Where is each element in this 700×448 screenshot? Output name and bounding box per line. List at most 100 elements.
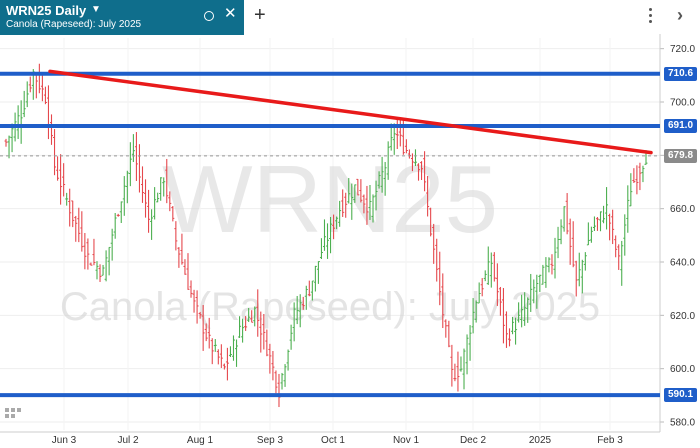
price-bar [532, 279, 536, 304]
kebab-menu-icon[interactable] [649, 8, 653, 24]
price-bar [468, 325, 472, 361]
price-bar [362, 194, 366, 214]
symbol-description: Canola (Rapeseed): July 2025 [6, 19, 142, 30]
chart-grid [0, 34, 664, 433]
price-bar [641, 165, 645, 183]
price-bar [326, 223, 330, 259]
price-bar [547, 257, 551, 273]
price-bar [426, 176, 430, 217]
price-bar [492, 252, 496, 282]
symbol-tab[interactable]: WRN25 Daily ▼ Canola (Rapeseed): July 20… [0, 0, 244, 35]
circle-icon[interactable] [204, 11, 214, 21]
price-badge: 710.6 [664, 66, 698, 81]
x-tick-label: Nov 1 [393, 435, 420, 446]
price-bar [156, 192, 160, 203]
price-bar [401, 117, 405, 155]
price-bar [28, 76, 32, 93]
level-lines [0, 69, 660, 398]
price-bar [104, 250, 108, 282]
price-bar [495, 263, 499, 306]
price-bar [159, 177, 163, 201]
price-bar [177, 247, 181, 268]
price-bar [498, 286, 502, 316]
price-bar [608, 213, 612, 241]
price-bar [134, 132, 138, 181]
chevron-right-icon[interactable]: › [677, 5, 683, 25]
price-bar [344, 192, 348, 218]
price-bar [162, 177, 166, 197]
price-bars [4, 63, 648, 408]
price-bar [614, 235, 618, 258]
symbol-name: WRN25 Daily [6, 3, 87, 18]
price-bar [501, 288, 505, 344]
x-tick-label: Jun 3 [52, 435, 77, 446]
price-bar [404, 139, 408, 154]
price-bar [286, 349, 290, 371]
price-bar [22, 90, 26, 118]
price-bar [228, 346, 232, 357]
price-bar [16, 105, 20, 139]
price-bar [213, 339, 217, 352]
price-bar [483, 270, 487, 282]
price-bar [183, 259, 187, 275]
x-tick-label: Aug 1 [187, 435, 214, 446]
price-bar [92, 238, 96, 266]
y-tick-label: 640.0 [670, 258, 695, 269]
price-bar [125, 170, 129, 204]
price-bar [617, 244, 621, 270]
price-bar [95, 261, 99, 280]
price-bar [210, 338, 214, 365]
price-bar [10, 123, 14, 153]
price-bar [520, 294, 524, 328]
price-bar [89, 262, 93, 266]
price-bar [465, 334, 469, 375]
price-bar [265, 329, 269, 357]
close-icon[interactable]: ✕ [224, 5, 237, 22]
x-tick-label: Jul 2 [117, 435, 139, 446]
price-bar [377, 171, 381, 189]
price-bar [216, 349, 220, 365]
price-bar [168, 191, 172, 212]
price-bar [605, 187, 609, 230]
price-bar [541, 264, 545, 285]
price-bar [380, 156, 384, 193]
price-bar [150, 209, 154, 240]
price-bar [201, 305, 205, 351]
price-bar [341, 189, 345, 217]
dropdown-caret-icon[interactable]: ▼ [91, 4, 101, 15]
price-bar [553, 237, 557, 279]
price-bar [241, 318, 245, 343]
price-bar [147, 189, 151, 233]
price-bar [577, 252, 581, 287]
price-bar [368, 184, 372, 220]
price-bar [46, 85, 50, 140]
price-bar [462, 348, 466, 390]
price-bar [635, 165, 639, 195]
price-bar [247, 307, 251, 322]
price-bar [122, 176, 126, 216]
price-bar [231, 335, 235, 361]
price-bar [538, 274, 542, 292]
price-bar [207, 317, 211, 349]
price-bar [629, 173, 633, 207]
y-tick-label: 720.0 [670, 44, 695, 55]
price-bar [83, 232, 87, 270]
price-bar [371, 194, 375, 223]
price-bar [204, 323, 208, 342]
price-bar [623, 214, 627, 256]
price-bar [392, 123, 396, 155]
price-bar [632, 168, 636, 183]
price-bar [335, 216, 339, 230]
price-bar [137, 144, 141, 193]
plus-icon[interactable]: + [254, 4, 266, 26]
price-bar [128, 142, 132, 187]
price-bar [383, 161, 387, 196]
price-bar [304, 285, 308, 310]
price-bar [319, 238, 323, 260]
price-bar [244, 316, 248, 331]
price-badge: 590.1 [664, 388, 698, 403]
price-bar [432, 223, 436, 264]
price-bar [186, 253, 190, 290]
price-bar [53, 129, 57, 176]
